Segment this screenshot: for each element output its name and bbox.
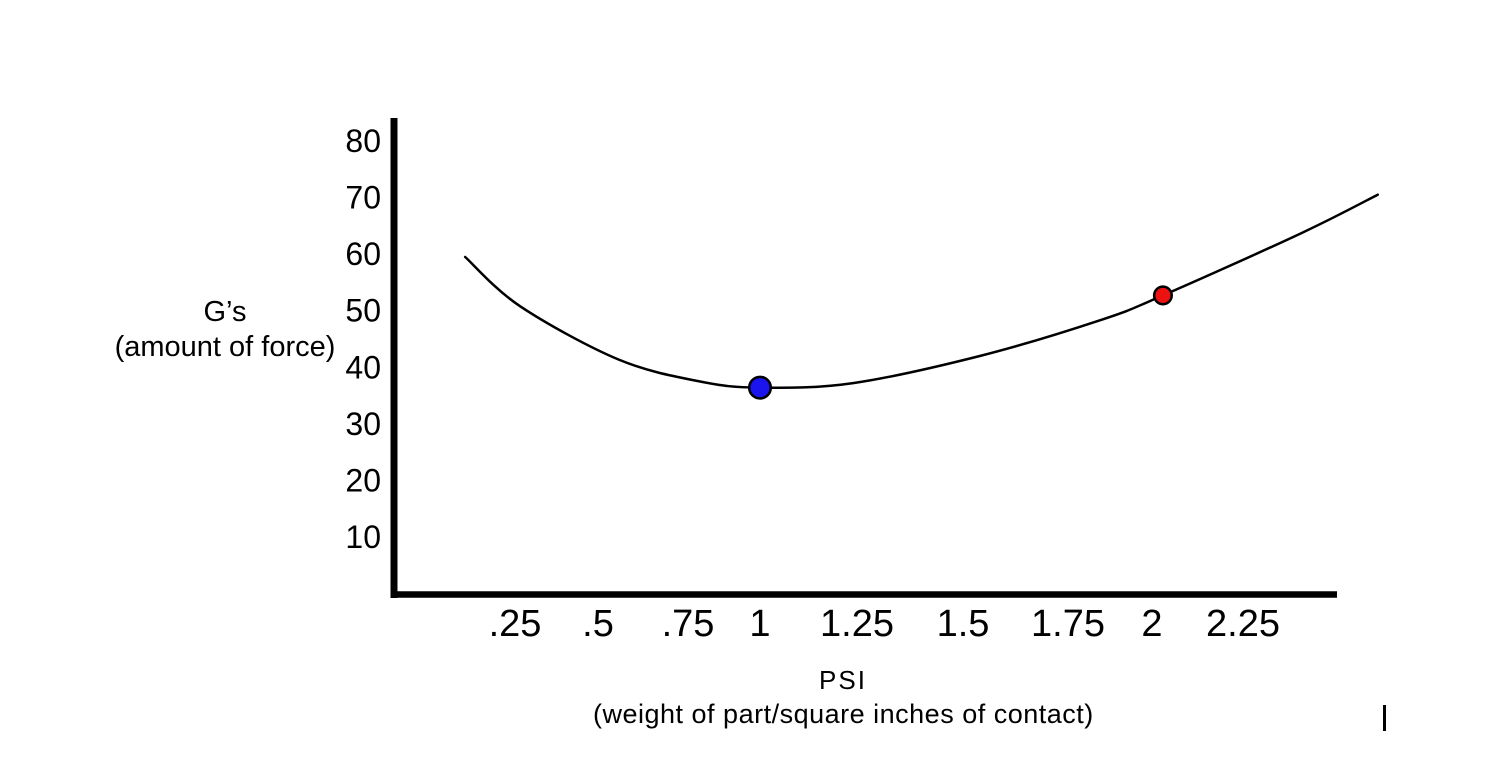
y-tick-label-80: 80: [345, 123, 381, 159]
x-tick-label-.75: .75: [662, 603, 715, 645]
y-axis-title-sub: (amount of force): [114, 331, 336, 363]
g-force-vs-psi-curve: [463, 193, 1379, 390]
y-tick-label-10: 10: [345, 519, 381, 555]
x-axis-title-main: PSI: [819, 665, 867, 695]
y-tick-label-20: 20: [345, 462, 381, 498]
y-tick-label-70: 70: [345, 180, 381, 216]
blue-point-optimal-psi: [747, 375, 773, 400]
y-axis-title: G’s (amount of force): [75, 295, 375, 365]
x-tick-label-.5: .5: [582, 603, 614, 645]
y-tick-label-60: 60: [345, 236, 381, 272]
y-tick-label-50: 50: [345, 293, 381, 329]
red-point-high-psi: [1152, 285, 1173, 306]
x-tick-label-1.75: 1.75: [1031, 603, 1105, 645]
y-tick-label-30: 30: [345, 406, 381, 442]
x-tick-label-.25: .25: [489, 603, 542, 645]
x-tick-label-2.25: 2.25: [1206, 603, 1280, 645]
x-tick-label-1.5: 1.5: [937, 603, 990, 645]
x-tick-label-2: 2: [1141, 603, 1162, 645]
text-cursor-mark: [1383, 705, 1386, 731]
x-tick-label-1: 1: [749, 603, 770, 645]
x-axis-title: PSI (weight of part/square inches of con…: [593, 665, 1093, 730]
x-axis-title-sub: (weight of part/square inches of contact…: [593, 699, 1094, 729]
x-tick-label-1.25: 1.25: [820, 603, 894, 645]
y-axis-title-main: G’s: [203, 296, 247, 328]
y-tick-label-40: 40: [345, 349, 381, 385]
